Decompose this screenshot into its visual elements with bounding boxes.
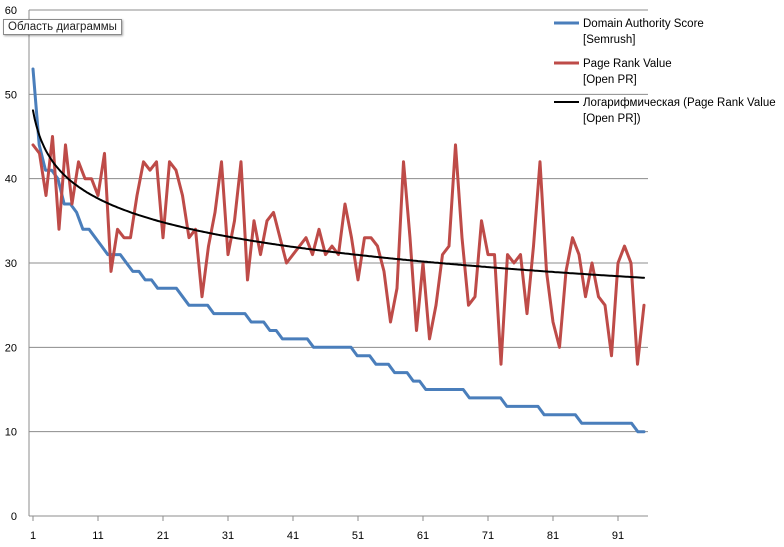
x-tick-label-61: 61 bbox=[417, 530, 429, 542]
x-axis: 1 11 21 31 41 51 61 71 81 91 bbox=[29, 515, 648, 542]
x-tick-label-1: 1 bbox=[30, 530, 36, 542]
series-line-1 bbox=[31, 135, 646, 366]
y-tick-label-0: 0 bbox=[11, 511, 17, 523]
legend-entry-0-line-1: [Semrush] bbox=[583, 34, 635, 46]
legend-entry-1-line-1: [Open PR] bbox=[583, 74, 637, 86]
x-tick-label-71: 71 bbox=[482, 530, 494, 542]
y-tick-label-50: 50 bbox=[5, 89, 17, 101]
x-tick-label-41: 41 bbox=[287, 530, 299, 542]
y-axis: 0 10 20 30 40 50 60 bbox=[5, 5, 30, 523]
chart-area-tooltip: Область диаграммы bbox=[3, 19, 122, 35]
y-tick-label-60: 60 bbox=[5, 5, 17, 17]
series-lines bbox=[31, 67, 646, 434]
x-tick-label-31: 31 bbox=[222, 530, 234, 542]
x-tick-label-91: 91 bbox=[612, 530, 624, 542]
y-tick-label-20: 20 bbox=[5, 342, 17, 354]
legend[interactable]: Domain Authority Score [Semrush] Page Rank… bbox=[554, 18, 776, 125]
legend-entry-2-line-0: Логарифмическая (Page Rank Value bbox=[583, 97, 776, 109]
legend-entry-1-line-0: Page Rank Value bbox=[583, 58, 672, 70]
legend-entry-0-line-0: Domain Authority Score bbox=[583, 18, 704, 30]
x-tick-label-81: 81 bbox=[547, 530, 559, 542]
legend-entry-2-line-1: [Open PR]) bbox=[583, 113, 641, 125]
x-tick-label-51: 51 bbox=[352, 530, 364, 542]
series-line-2 bbox=[32, 109, 645, 279]
series-line-0 bbox=[31, 67, 646, 434]
y-tick-label-30: 30 bbox=[5, 258, 17, 270]
x-tick-label-21: 21 bbox=[157, 530, 169, 542]
y-tick-label-40: 40 bbox=[5, 174, 17, 186]
y-tick-label-10: 10 bbox=[5, 427, 17, 439]
x-tick-label-11: 11 bbox=[92, 530, 103, 542]
